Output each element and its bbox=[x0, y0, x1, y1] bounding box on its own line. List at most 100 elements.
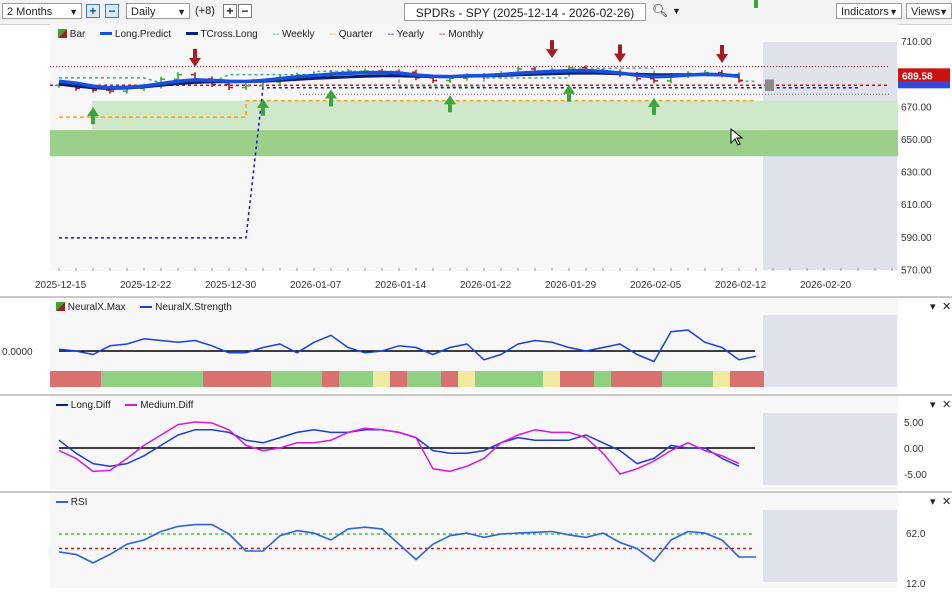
up-arrow-icon bbox=[325, 89, 337, 99]
up-arrow-icon bbox=[448, 104, 452, 113]
toolbar: 2 Months ▼ + − Daily ▼ (+8) + − SPDRs - SP… bbox=[0, 0, 952, 25]
collapse-panel-icon[interactable]: ▾ bbox=[930, 399, 936, 411]
swatch-icon bbox=[56, 302, 65, 311]
neuralx-max-block bbox=[203, 371, 271, 387]
interval-select[interactable]: Daily ▼ bbox=[126, 3, 190, 19]
neuralx-max-block bbox=[339, 371, 373, 387]
neuralx-max-block bbox=[407, 371, 441, 387]
swatch-icon bbox=[100, 32, 113, 35]
offset-label: (+8) bbox=[195, 5, 215, 17]
neuralx-max-block bbox=[730, 371, 764, 387]
future-zone bbox=[763, 510, 897, 582]
current-price-label: 689.58 bbox=[902, 71, 933, 82]
views-label: Views bbox=[911, 6, 941, 18]
indicators-button[interactable]: Indicators ▼ bbox=[836, 3, 902, 19]
panel-divider[interactable] bbox=[0, 491, 952, 493]
collapse-panel-icon[interactable]: ▾ bbox=[930, 496, 936, 508]
quarter-line bbox=[59, 100, 756, 118]
chevron-down-icon[interactable]: ▼ bbox=[672, 6, 681, 16]
long-predict-line bbox=[58, 68, 740, 90]
neuralx-strength-line bbox=[58, 329, 757, 363]
neuralx-max-block bbox=[475, 371, 543, 387]
up-arrow-icon bbox=[257, 98, 269, 108]
x-tick-label: 2026-02-20 bbox=[800, 280, 852, 291]
legend-tcross-long: TCross.Long bbox=[200, 29, 258, 40]
chevron-down-icon: ▼ bbox=[939, 7, 948, 17]
neuralx-max-block bbox=[390, 371, 407, 387]
down-arrow-icon bbox=[550, 40, 554, 50]
panel-divider[interactable] bbox=[0, 394, 952, 396]
close-panel-icon[interactable]: ✕ bbox=[942, 301, 952, 313]
chevron-down-icon: ▼ bbox=[69, 7, 78, 17]
swatch-icon: -- bbox=[387, 29, 395, 40]
legend-quarter: Quarter bbox=[338, 29, 373, 40]
rsi-line bbox=[58, 523, 756, 564]
chart-title[interactable]: SPDRs - SPY (2025-12-14 - 2026-02-26) bbox=[404, 3, 646, 21]
views-button[interactable]: Views ▼ bbox=[906, 3, 952, 19]
panel-divider[interactable] bbox=[0, 296, 952, 298]
collapse-panel-icon[interactable]: ▾ bbox=[930, 301, 936, 313]
neuralx-max-block bbox=[441, 371, 458, 387]
x-tick-label: 2026-02-12 bbox=[715, 280, 767, 291]
close-panel-icon[interactable]: ✕ bbox=[942, 496, 952, 508]
support-zone-light bbox=[92, 100, 898, 131]
legend-long-predict: Long.Predict bbox=[114, 29, 172, 40]
down-arrow-icon bbox=[193, 48, 197, 58]
x-tick-label: 2026-02-05 bbox=[630, 280, 682, 291]
chevron-down-icon: ▼ bbox=[889, 7, 898, 17]
down-arrow-icon bbox=[618, 44, 622, 54]
indicators-label: Indicators bbox=[841, 6, 889, 18]
up-arrow-icon bbox=[261, 107, 265, 116]
swatch-icon: -- bbox=[329, 29, 336, 40]
neuralx-max-block bbox=[458, 371, 475, 387]
up-arrow-icon bbox=[567, 93, 571, 102]
y-tick-label: 630.00 bbox=[901, 168, 932, 179]
down-arrow-icon bbox=[720, 44, 724, 54]
neuralx-max-block bbox=[713, 371, 730, 387]
neuralx-max-block bbox=[373, 371, 390, 387]
forecast-marker bbox=[765, 79, 774, 91]
diff-tick-label: 0.00 bbox=[904, 444, 924, 455]
y-tick-label: 590.00 bbox=[901, 233, 932, 244]
zoom-out-button[interactable]: − bbox=[105, 4, 119, 18]
add-offset-button[interactable]: + bbox=[223, 4, 237, 18]
legend-rsi: RSI bbox=[70, 497, 88, 508]
swatch-icon bbox=[56, 501, 68, 503]
remove-offset-button[interactable]: − bbox=[238, 4, 252, 18]
period-select[interactable]: 2 Months ▼ bbox=[2, 3, 82, 19]
down-arrow-icon bbox=[716, 53, 728, 63]
diff-tick-label: 5.00 bbox=[904, 418, 924, 429]
y-tick-label: 610.00 bbox=[901, 200, 932, 211]
neuralx-max-block bbox=[662, 371, 713, 387]
swatch-icon: -- bbox=[438, 29, 446, 40]
down-arrow-icon bbox=[546, 49, 558, 59]
zoom-in-button[interactable]: + bbox=[86, 4, 100, 18]
up-arrow-icon bbox=[652, 106, 656, 115]
legend-neuralx-max: NeuralX.Max bbox=[67, 302, 126, 313]
close-panel-icon[interactable]: ✕ bbox=[942, 399, 952, 411]
y-tick-label: 710.00 bbox=[901, 37, 932, 48]
neural-zero-label: 0.0000 bbox=[2, 347, 33, 358]
neuralx-max-block bbox=[271, 371, 322, 387]
legend-medium-diff: Medium.Diff bbox=[140, 400, 194, 411]
x-tick-label: 2025-12-30 bbox=[205, 280, 257, 291]
swatch-icon: -- bbox=[272, 29, 280, 40]
swatch-icon bbox=[125, 404, 138, 406]
swatch-icon bbox=[185, 32, 198, 35]
legend-neuralx-strength: NeuralX.Strength bbox=[155, 302, 232, 313]
price-label-box bbox=[898, 68, 950, 83]
neuralx-max-block bbox=[594, 371, 611, 387]
y-tick-label: 650.00 bbox=[901, 135, 932, 146]
x-tick-label: 2026-01-07 bbox=[290, 280, 342, 291]
rsi-plot-area bbox=[50, 493, 898, 588]
legend-yearly: Yearly bbox=[396, 29, 425, 40]
up-arrow-icon bbox=[648, 97, 660, 107]
y-tick-label: 670.00 bbox=[901, 102, 932, 113]
up-arrow-icon bbox=[563, 84, 575, 94]
legend-monthly: Monthly bbox=[448, 29, 484, 40]
mouse-cursor-icon bbox=[730, 127, 744, 146]
search-icon[interactable]: 🔍︎ bbox=[652, 3, 669, 18]
x-tick-label: 2026-01-14 bbox=[375, 280, 427, 291]
main-legend: Bar Long.Predict TCross.Long -- Weekly -… bbox=[58, 29, 495, 40]
